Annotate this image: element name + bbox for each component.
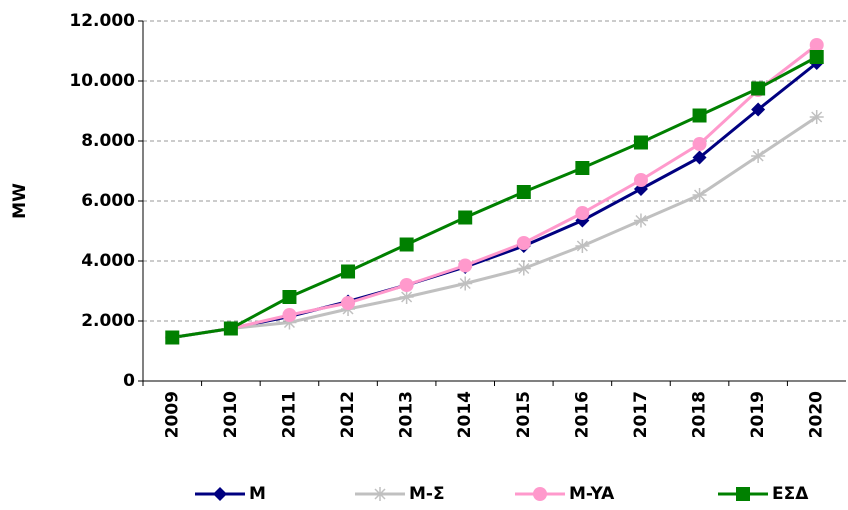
point-marker (692, 188, 707, 202)
point-marker (575, 206, 590, 220)
y-tick-label: 2.000 (81, 311, 135, 331)
point-marker (282, 308, 297, 322)
point-marker (516, 261, 531, 276)
x-tick-label: 2011 (279, 391, 299, 438)
y-tick-label: 0 (123, 371, 135, 391)
legend-label: M-YA (569, 484, 615, 504)
x-tick-label: 2012 (338, 391, 358, 438)
point-marker (575, 239, 590, 253)
point-marker (751, 149, 766, 163)
x-tick-label: 2009 (162, 391, 182, 438)
point-marker (516, 185, 531, 199)
legend-marker (213, 487, 227, 501)
legend-label: ΕΣΔ (772, 484, 809, 504)
point-marker (223, 321, 238, 336)
series-line (172, 61, 818, 339)
legend-marker (373, 487, 387, 501)
point-marker (751, 81, 766, 96)
legend-label: M (249, 484, 266, 504)
series-line (172, 43, 818, 339)
point-marker (165, 330, 180, 345)
x-tick-label: 2019 (748, 391, 768, 438)
y-tick-label: 4.000 (81, 251, 135, 271)
point-marker (399, 290, 414, 304)
point-marker (458, 210, 473, 225)
series-line (172, 55, 818, 339)
x-tick-label: 2020 (807, 391, 827, 438)
x-tick-label: 2017 (631, 391, 651, 438)
point-marker (633, 213, 648, 228)
y-tick-label: 12.000 (69, 11, 135, 31)
point-marker (458, 258, 473, 273)
y-tick-label: 8.000 (81, 131, 135, 151)
y-tick-label: 6.000 (81, 191, 135, 211)
y-tick-label: 10.000 (69, 71, 135, 91)
legend-label: M-Σ (409, 484, 445, 504)
x-tick-label: 2015 (514, 391, 534, 438)
point-marker (399, 278, 414, 292)
point-marker (692, 150, 707, 165)
point-marker (751, 102, 766, 117)
point-marker (341, 296, 356, 310)
y-axis-label: MW (10, 183, 30, 219)
point-marker (458, 276, 473, 291)
point-marker (692, 108, 707, 123)
point-marker (809, 110, 824, 124)
legend-marker (533, 487, 547, 501)
x-tick-label: 2016 (572, 391, 592, 438)
point-marker (809, 38, 824, 52)
point-marker (575, 161, 590, 175)
point-marker (399, 237, 414, 252)
point-marker (692, 137, 707, 151)
point-marker (633, 173, 648, 187)
legend-marker (736, 487, 750, 501)
x-tick-label: 2014 (455, 391, 475, 438)
point-marker (633, 135, 648, 150)
point-marker (809, 50, 824, 64)
x-tick-label: 2018 (690, 391, 710, 438)
point-marker (282, 315, 297, 330)
x-tick-label: 2013 (397, 391, 417, 438)
point-marker (282, 290, 297, 304)
point-marker (341, 264, 356, 279)
x-tick-label: 2010 (221, 391, 241, 438)
series-line (172, 115, 818, 339)
point-marker (516, 236, 531, 250)
